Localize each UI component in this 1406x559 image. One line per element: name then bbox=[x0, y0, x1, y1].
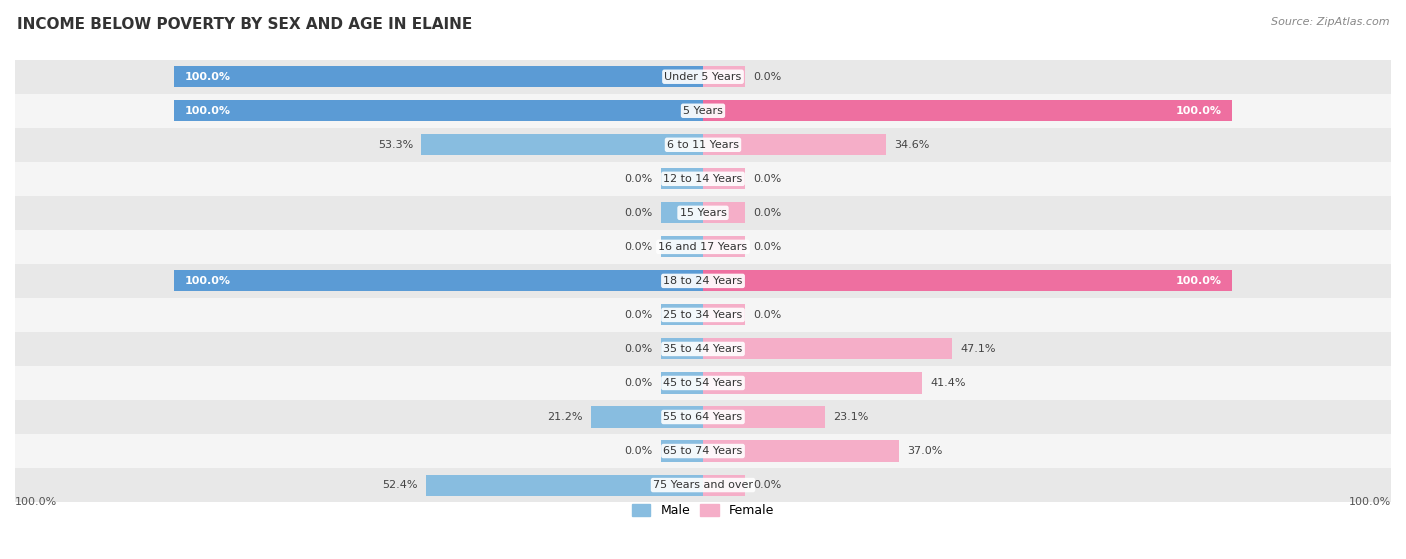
Text: INCOME BELOW POVERTY BY SEX AND AGE IN ELAINE: INCOME BELOW POVERTY BY SEX AND AGE IN E… bbox=[17, 17, 472, 32]
Bar bbox=[703, 66, 745, 87]
Text: 100.0%: 100.0% bbox=[1175, 106, 1222, 116]
Bar bbox=[703, 440, 898, 462]
Bar bbox=[703, 236, 745, 257]
Bar bbox=[591, 406, 703, 428]
Bar bbox=[15, 434, 1391, 468]
Bar bbox=[661, 236, 703, 257]
Text: 0.0%: 0.0% bbox=[754, 310, 782, 320]
Text: 6 to 11 Years: 6 to 11 Years bbox=[666, 140, 740, 150]
Bar bbox=[420, 134, 703, 155]
Text: 100.0%: 100.0% bbox=[184, 276, 231, 286]
Bar bbox=[661, 202, 703, 224]
Bar bbox=[703, 100, 1232, 121]
Text: 100.0%: 100.0% bbox=[1175, 276, 1222, 286]
Text: 75 Years and over: 75 Years and over bbox=[652, 480, 754, 490]
Text: 5 Years: 5 Years bbox=[683, 106, 723, 116]
Bar bbox=[703, 134, 886, 155]
Text: 55 to 64 Years: 55 to 64 Years bbox=[664, 412, 742, 422]
Text: 0.0%: 0.0% bbox=[624, 242, 652, 252]
Bar bbox=[15, 128, 1391, 162]
Bar bbox=[426, 475, 703, 496]
Bar bbox=[174, 66, 703, 87]
Text: 0.0%: 0.0% bbox=[624, 378, 652, 388]
Text: 12 to 14 Years: 12 to 14 Years bbox=[664, 174, 742, 184]
Text: 25 to 34 Years: 25 to 34 Years bbox=[664, 310, 742, 320]
Bar bbox=[703, 338, 952, 359]
Bar bbox=[15, 162, 1391, 196]
Bar bbox=[661, 440, 703, 462]
Bar bbox=[15, 94, 1391, 128]
Bar bbox=[15, 332, 1391, 366]
Bar bbox=[174, 271, 703, 291]
Bar bbox=[661, 304, 703, 325]
Bar bbox=[661, 338, 703, 359]
Text: 35 to 44 Years: 35 to 44 Years bbox=[664, 344, 742, 354]
Bar bbox=[703, 304, 745, 325]
Bar bbox=[703, 406, 825, 428]
Text: 0.0%: 0.0% bbox=[624, 446, 652, 456]
Text: 52.4%: 52.4% bbox=[382, 480, 418, 490]
Text: 53.3%: 53.3% bbox=[378, 140, 413, 150]
Bar bbox=[15, 230, 1391, 264]
Text: 0.0%: 0.0% bbox=[624, 344, 652, 354]
Text: 37.0%: 37.0% bbox=[907, 446, 942, 456]
Bar bbox=[15, 366, 1391, 400]
Bar bbox=[15, 60, 1391, 94]
Text: 23.1%: 23.1% bbox=[834, 412, 869, 422]
Text: 41.4%: 41.4% bbox=[929, 378, 966, 388]
Bar bbox=[15, 400, 1391, 434]
Bar bbox=[703, 168, 745, 190]
Bar bbox=[15, 264, 1391, 298]
Text: 16 and 17 Years: 16 and 17 Years bbox=[658, 242, 748, 252]
Bar bbox=[174, 100, 703, 121]
Text: 0.0%: 0.0% bbox=[754, 242, 782, 252]
Text: Source: ZipAtlas.com: Source: ZipAtlas.com bbox=[1271, 17, 1389, 27]
Text: 34.6%: 34.6% bbox=[894, 140, 929, 150]
Bar bbox=[15, 196, 1391, 230]
Text: 100.0%: 100.0% bbox=[184, 106, 231, 116]
Text: 47.1%: 47.1% bbox=[960, 344, 995, 354]
Text: 0.0%: 0.0% bbox=[754, 174, 782, 184]
Text: 21.2%: 21.2% bbox=[547, 412, 583, 422]
Text: 65 to 74 Years: 65 to 74 Years bbox=[664, 446, 742, 456]
Text: 100.0%: 100.0% bbox=[15, 497, 58, 507]
Text: 0.0%: 0.0% bbox=[754, 480, 782, 490]
Text: 0.0%: 0.0% bbox=[624, 208, 652, 218]
Text: 45 to 54 Years: 45 to 54 Years bbox=[664, 378, 742, 388]
Legend: Male, Female: Male, Female bbox=[627, 499, 779, 522]
Text: Under 5 Years: Under 5 Years bbox=[665, 72, 741, 82]
Text: 0.0%: 0.0% bbox=[754, 72, 782, 82]
Text: 0.0%: 0.0% bbox=[754, 208, 782, 218]
Bar bbox=[15, 468, 1391, 502]
Text: 0.0%: 0.0% bbox=[624, 310, 652, 320]
Text: 0.0%: 0.0% bbox=[624, 174, 652, 184]
Bar bbox=[703, 271, 1232, 291]
Bar bbox=[661, 372, 703, 394]
Bar bbox=[661, 168, 703, 190]
Bar bbox=[703, 475, 745, 496]
Bar bbox=[15, 298, 1391, 332]
Bar bbox=[703, 372, 922, 394]
Text: 100.0%: 100.0% bbox=[1348, 497, 1391, 507]
Bar bbox=[703, 202, 745, 224]
Text: 15 Years: 15 Years bbox=[679, 208, 727, 218]
Text: 100.0%: 100.0% bbox=[184, 72, 231, 82]
Text: 18 to 24 Years: 18 to 24 Years bbox=[664, 276, 742, 286]
